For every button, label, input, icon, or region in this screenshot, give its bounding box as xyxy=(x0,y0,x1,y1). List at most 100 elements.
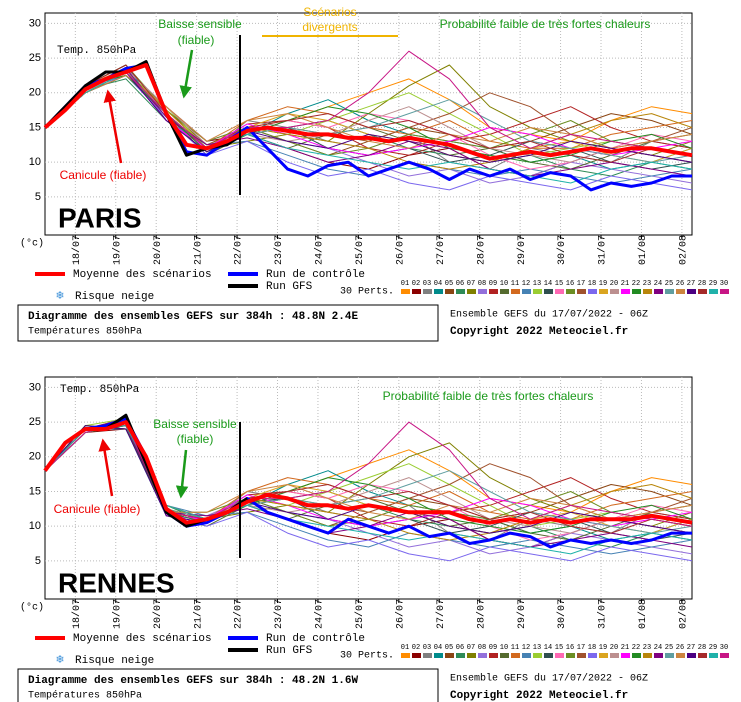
y-tick-label: 20 xyxy=(29,451,41,463)
annotation: Canicule (fiable) xyxy=(54,502,141,516)
annotation: Temp. 850hPa xyxy=(57,45,137,57)
legend-label: Run GFS xyxy=(266,645,313,657)
legend-label: 02 xyxy=(412,280,420,288)
legend-swatch xyxy=(555,653,564,658)
legend-swatch xyxy=(720,289,729,294)
y-tick-label: 5 xyxy=(35,555,41,567)
legend-swatch xyxy=(566,289,575,294)
perturbation-line xyxy=(44,71,693,163)
legend-swatch xyxy=(412,653,421,658)
legend-label: 15 xyxy=(555,280,563,288)
legend-label: 23 xyxy=(643,644,651,652)
x-tick-label: 01/08 xyxy=(637,599,649,629)
plot-area xyxy=(44,376,693,600)
legend-swatch xyxy=(522,289,531,294)
legend-swatch xyxy=(610,289,619,294)
legend-label: 20 xyxy=(610,644,618,652)
legend-swatch xyxy=(423,289,432,294)
legend-swatch xyxy=(423,653,432,658)
legend-label: Risque neige xyxy=(75,655,154,667)
legend-label: 03 xyxy=(423,280,431,288)
legend-label: 30 Perts. xyxy=(340,287,394,298)
legend-label: 26 xyxy=(676,280,684,288)
legend-label: 30 Perts. xyxy=(340,651,394,662)
y-tick-label: 15 xyxy=(29,121,41,133)
legend-swatch xyxy=(709,653,718,658)
chart-title: Diagramme des ensembles GEFS sur 384h : … xyxy=(28,675,358,687)
legend-swatch xyxy=(401,289,410,294)
legend-label: 01 xyxy=(401,644,409,652)
legend-swatch xyxy=(555,289,564,294)
legend-label: 01 xyxy=(401,280,409,288)
x-tick-label: 01/08 xyxy=(637,235,649,265)
legend-label: 27 xyxy=(687,644,695,652)
legend-label: Moyenne des scénarios xyxy=(73,633,212,645)
legend-swatch xyxy=(621,289,630,294)
legend-label: 28 xyxy=(698,644,706,652)
snow-icon: ❄ xyxy=(55,654,64,666)
x-tick-label: 21/07 xyxy=(192,599,204,629)
legend-swatch xyxy=(654,289,663,294)
legend-label: 06 xyxy=(456,280,464,288)
legend-label: 14 xyxy=(544,644,552,652)
legend-label: 07 xyxy=(467,644,475,652)
legend-label: Run de contrôle xyxy=(266,633,365,645)
legend-swatch xyxy=(478,289,487,294)
x-tick-label: 21/07 xyxy=(192,235,204,265)
legend-swatch xyxy=(610,653,619,658)
legend-label: 05 xyxy=(445,644,453,652)
annotation-shape xyxy=(98,438,114,497)
x-tick-label: 19/07 xyxy=(111,235,123,265)
x-tick-label: 02/08 xyxy=(678,599,690,629)
annotation: Temp. 850hPa xyxy=(60,384,140,396)
legend-label: 18 xyxy=(588,280,596,288)
legend-swatch xyxy=(445,653,454,658)
legend-label: 20 xyxy=(610,280,618,288)
legend-swatch xyxy=(654,653,663,658)
legend-label: 07 xyxy=(467,280,475,288)
legend-swatch xyxy=(709,289,718,294)
legend-swatch xyxy=(687,653,696,658)
legend-swatch xyxy=(643,653,652,658)
x-tick-label: 29/07 xyxy=(516,235,528,265)
x-tick-label: 25/07 xyxy=(354,235,366,265)
x-tick-label: 18/07 xyxy=(71,599,83,629)
perturbation-line xyxy=(44,68,693,177)
x-tick-label: 28/07 xyxy=(475,599,487,629)
perturbation-line xyxy=(44,64,693,163)
legend-swatch xyxy=(434,653,443,658)
x-tick-label: 30/07 xyxy=(556,235,568,265)
legend-label: 17 xyxy=(577,644,585,652)
x-tick-label: 29/07 xyxy=(516,599,528,629)
legend-swatch xyxy=(511,653,520,658)
legend-swatch xyxy=(544,289,553,294)
legend-label: 03 xyxy=(423,644,431,652)
legend-label: 30 xyxy=(720,644,728,652)
legend-label: 05 xyxy=(445,280,453,288)
run-label: Ensemble GEFS du 17/07/2022 - 06Z xyxy=(450,673,648,685)
legend-swatch xyxy=(588,289,597,294)
legend-swatch xyxy=(599,289,608,294)
legend-label: 16 xyxy=(566,280,574,288)
legend-label: 13 xyxy=(533,644,541,652)
chart-panel: 5 10 15 20 25 30 18/07 19/07 20/07 21/07 22/07 23/0… xyxy=(17,5,729,342)
legend-label: 08 xyxy=(478,644,486,652)
x-tick-label: 23/07 xyxy=(273,599,285,629)
annotation: RENNES xyxy=(58,567,175,598)
run-label: Ensemble GEFS du 17/07/2022 - 06Z xyxy=(450,309,648,321)
annotation-shape xyxy=(103,89,123,164)
legend-label: 17 xyxy=(577,280,585,288)
legend-label: 21 xyxy=(621,280,629,288)
legend-swatch xyxy=(489,653,498,658)
legend-swatch xyxy=(412,289,421,294)
legend-swatch xyxy=(676,653,685,658)
x-tick-label: 22/07 xyxy=(233,235,245,265)
legend-swatch xyxy=(632,289,641,294)
legend-swatch xyxy=(511,289,520,294)
x-tick-label: 20/07 xyxy=(152,599,164,629)
y-tick-label: 25 xyxy=(29,52,41,64)
legend-label: 19 xyxy=(599,280,607,288)
chart-subtitle: Températures 850hPa xyxy=(28,326,142,338)
legend-label: 13 xyxy=(533,280,541,288)
legend-label: 11 xyxy=(511,280,519,288)
